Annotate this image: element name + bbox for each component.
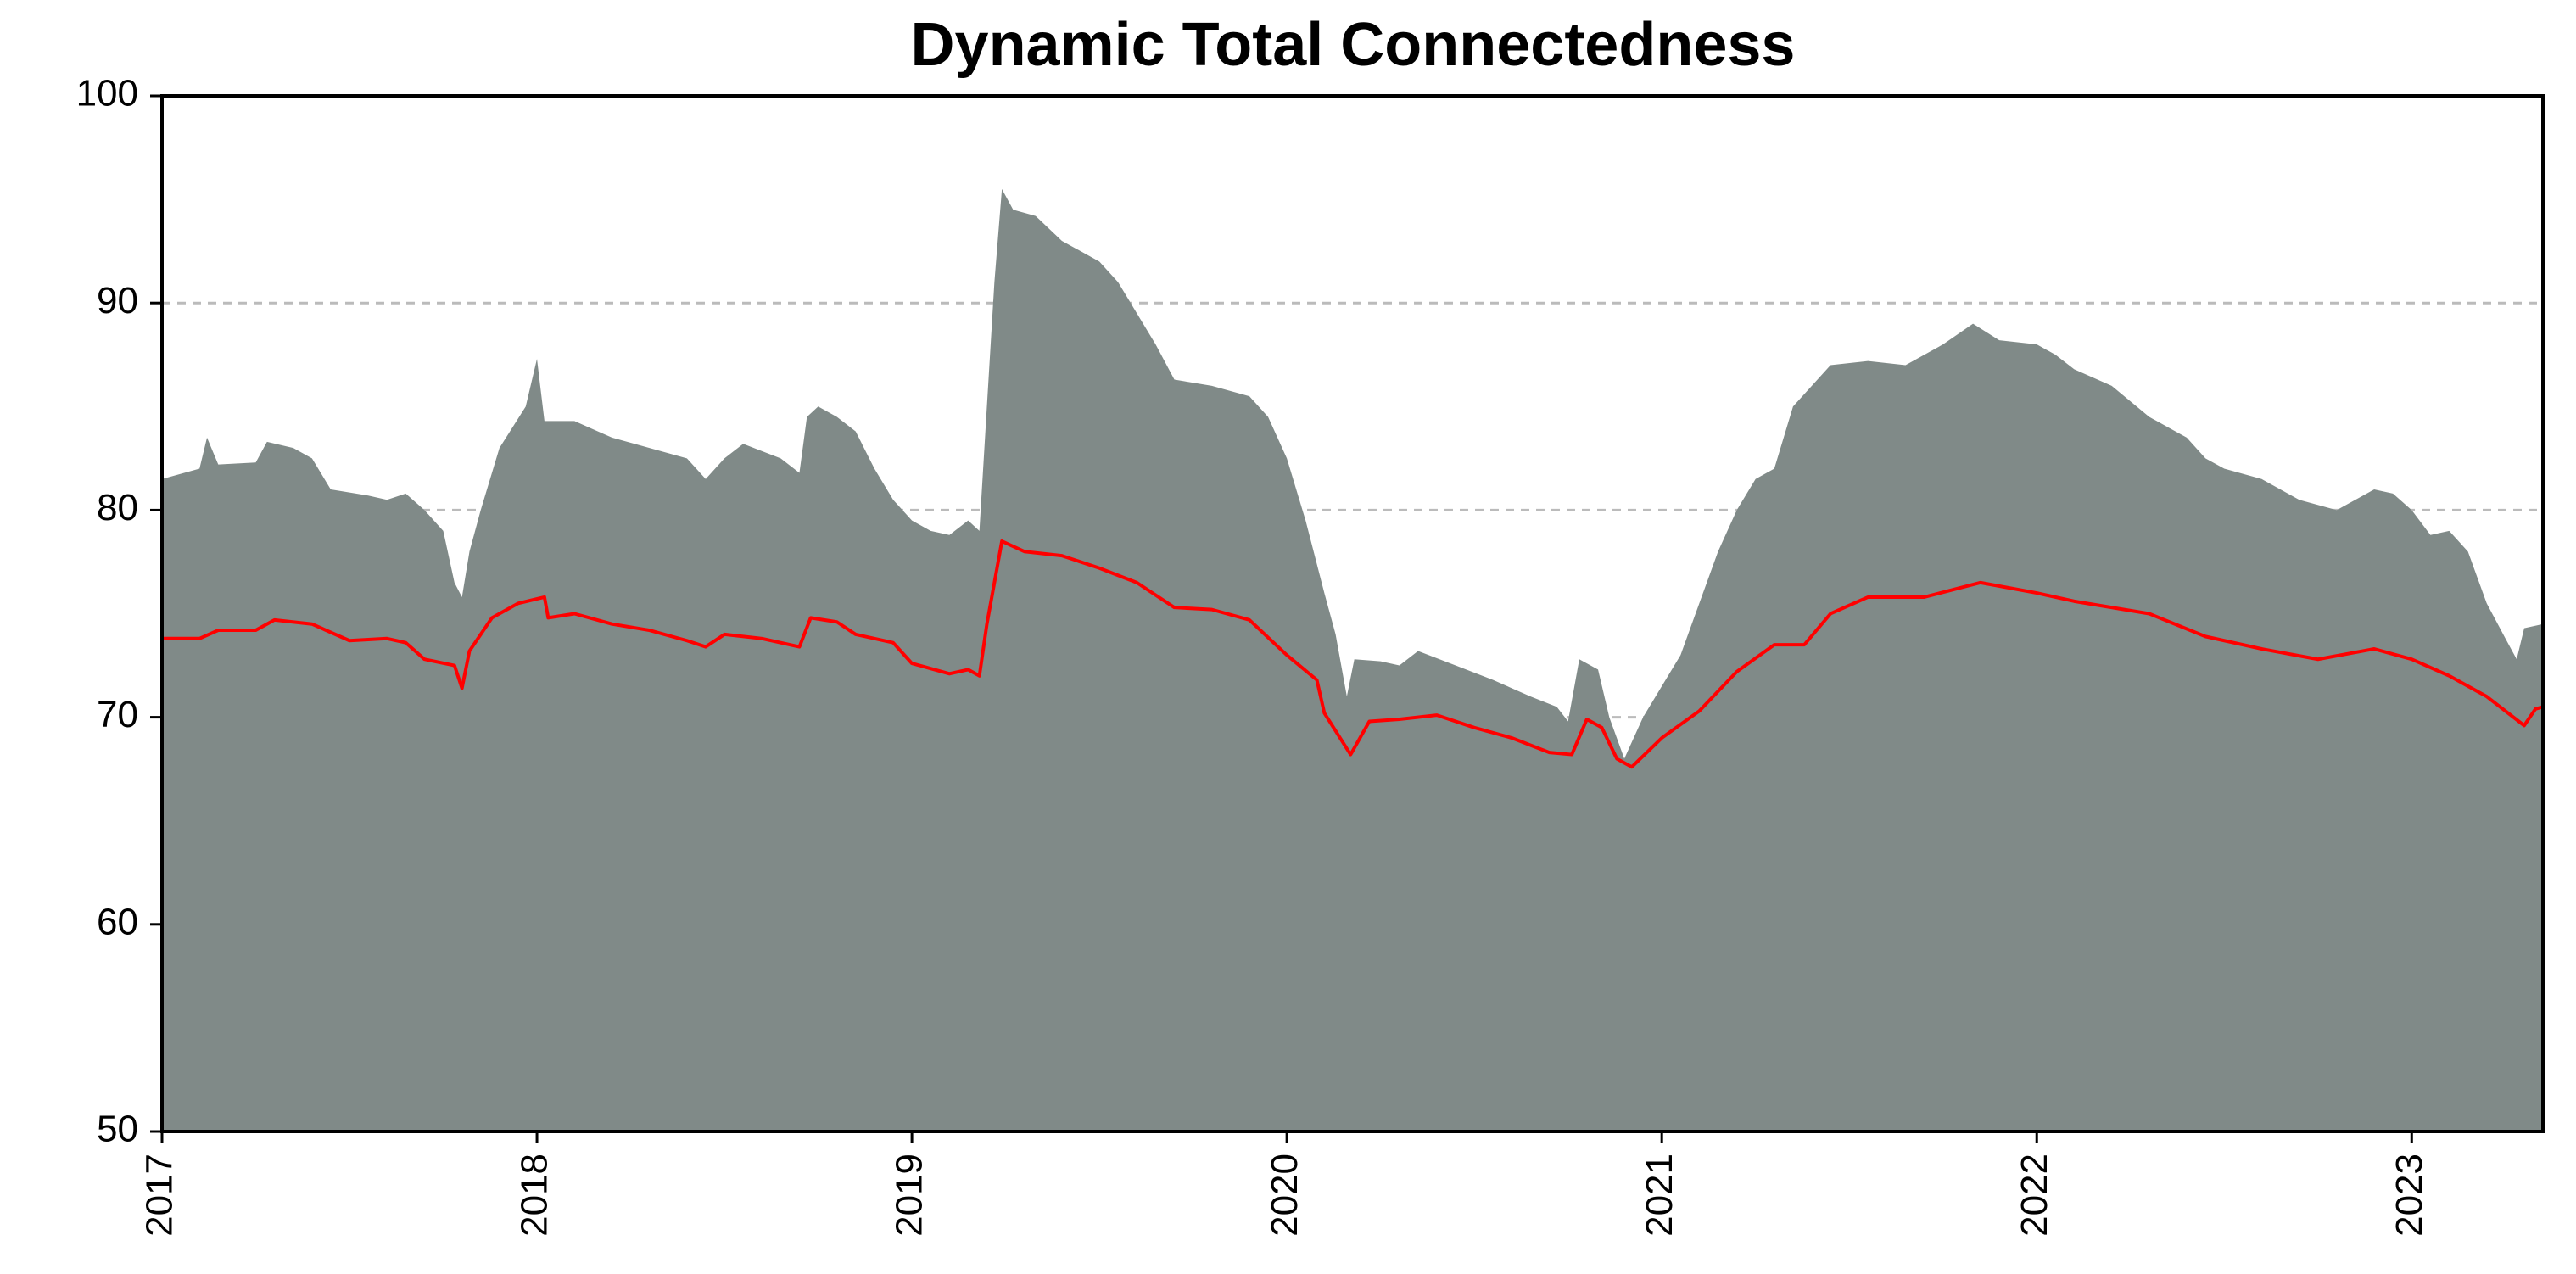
x-tick-label: 2023: [2389, 1154, 2430, 1237]
x-tick-label: 2022: [2014, 1154, 2055, 1237]
x-tick-label: 2018: [514, 1154, 556, 1237]
y-tick-label: 80: [97, 487, 138, 528]
area: [162, 188, 2543, 1132]
x-tick-label: 2021: [1639, 1154, 1680, 1237]
plot-frame: [160, 94, 2545, 1133]
x-tick-label: 2019: [889, 1154, 930, 1237]
y-tick-label: 90: [97, 280, 138, 321]
x-tick-label: 2017: [139, 1154, 181, 1237]
chart-title: Dynamic Total Connectedness: [911, 11, 1796, 79]
y-tick-label: 100: [76, 73, 138, 115]
y-tick-label: 70: [97, 694, 138, 735]
x-tick-label: 2020: [1264, 1154, 1305, 1237]
y-tick-label: 60: [97, 901, 138, 942]
line: [162, 539, 2544, 769]
y-tick-label: 50: [97, 1109, 138, 1150]
